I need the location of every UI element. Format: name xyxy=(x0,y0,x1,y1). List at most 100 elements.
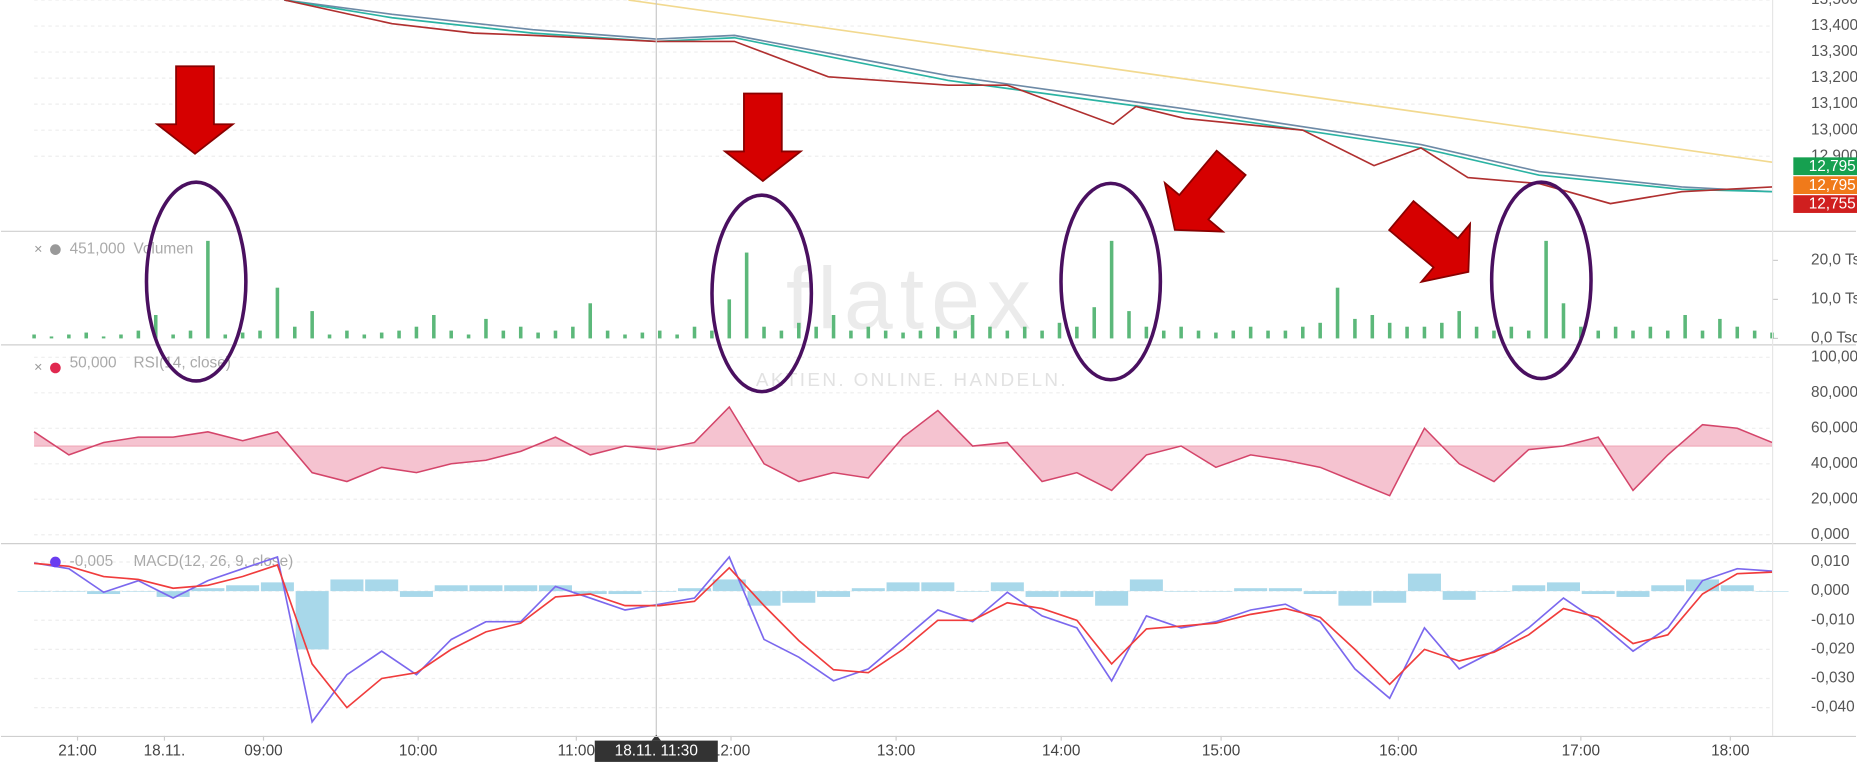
y-tick-label: 0,000 xyxy=(1811,582,1849,599)
series-line xyxy=(284,0,1773,193)
volume-bar xyxy=(1561,303,1566,339)
histogram-bar xyxy=(1686,579,1720,592)
price-marker xyxy=(1793,195,1857,213)
series-line xyxy=(34,562,1773,709)
volume-bar xyxy=(640,332,645,339)
volume-bar xyxy=(240,332,245,339)
volume-bar xyxy=(831,314,836,339)
y-tick-label: 80,000 xyxy=(1811,384,1857,401)
volume-bar xyxy=(1370,314,1375,339)
histogram-bar xyxy=(260,582,294,592)
volume-bar xyxy=(779,330,784,339)
histogram-bar xyxy=(226,585,260,592)
y-tick-label: 13,400 xyxy=(1811,17,1857,34)
watermark-logo: flatex xyxy=(786,249,1038,347)
volume-bar xyxy=(605,330,610,339)
red-arrow xyxy=(154,65,236,155)
volume-bar xyxy=(1040,330,1044,339)
histogram-bar xyxy=(1512,585,1546,592)
volume-bar xyxy=(1665,330,1670,339)
volume-bar xyxy=(1109,240,1114,339)
close-icon[interactable]: × xyxy=(34,360,42,376)
histogram-bar xyxy=(1199,591,1233,592)
volume-bar xyxy=(275,287,280,339)
volume-bar xyxy=(484,318,488,339)
volume-bar xyxy=(1596,330,1601,339)
histogram-bar xyxy=(1442,591,1476,600)
volume-bar xyxy=(1144,326,1149,339)
volume-bar xyxy=(588,303,593,339)
volume-bar xyxy=(1579,326,1583,339)
highlight-ellipse xyxy=(144,180,248,383)
volume-bar xyxy=(1318,322,1322,339)
volume-bar xyxy=(1631,330,1635,339)
volume-bar xyxy=(258,330,262,339)
histogram-bar xyxy=(1129,579,1163,592)
y-tick-label: 0,010 xyxy=(1811,553,1849,570)
volume-bar xyxy=(744,252,749,339)
volume-bar xyxy=(623,334,627,339)
volume-bar xyxy=(1283,330,1288,339)
histogram-bar xyxy=(1095,591,1129,606)
volume-bar xyxy=(449,330,453,339)
histogram-bar xyxy=(851,588,885,592)
volume-bar xyxy=(1266,330,1270,339)
volume-bar xyxy=(518,326,523,339)
price-marker-label: 12,795 xyxy=(1809,158,1856,175)
volume-bar xyxy=(432,314,436,339)
volume-bar xyxy=(206,240,210,339)
price-marker-label: 12,755 xyxy=(1809,196,1856,213)
indicator-name: RSI(14, close) xyxy=(133,354,230,371)
y-tick-label: 13,300 xyxy=(1811,43,1857,60)
histogram-bar xyxy=(573,591,607,595)
volume-bar xyxy=(727,299,732,339)
volume-bar xyxy=(1075,326,1079,339)
indicator-value: -0,005 xyxy=(70,553,114,570)
indicator-value: 451,000 xyxy=(70,241,126,258)
volume-bar xyxy=(675,334,679,339)
volume-bar xyxy=(988,326,992,339)
volume-bar xyxy=(883,330,888,339)
volume-bar xyxy=(327,334,332,339)
histogram-bar xyxy=(330,579,364,592)
histogram-bar xyxy=(17,591,51,592)
volume-bar xyxy=(397,330,401,339)
y-tick-label: -0,030 xyxy=(1811,670,1855,687)
volume-bar xyxy=(1179,326,1183,339)
close-icon[interactable]: × xyxy=(34,241,42,257)
volume-bar xyxy=(119,334,123,339)
panel-icons: × × xyxy=(34,241,61,568)
volume-bar xyxy=(101,336,106,339)
volume-bar xyxy=(936,326,940,339)
crosshair-label: 18.11. 11:30 xyxy=(615,742,698,759)
volume-bar xyxy=(1544,240,1548,339)
x-tick-label: 14:00 xyxy=(1042,742,1080,759)
x-tick-label: 11:00 xyxy=(558,742,595,759)
y-tick-label: -0,040 xyxy=(1811,699,1855,716)
y-tick-label: 20,0 Tsd xyxy=(1811,251,1857,268)
y-tick-label: 40,000 xyxy=(1811,455,1857,472)
x-tick-label: 17:00 xyxy=(1562,742,1600,759)
volume-bar xyxy=(501,330,506,339)
y-tick-label: 13,500 xyxy=(1811,0,1857,8)
histogram-bar xyxy=(782,591,816,603)
separators xyxy=(0,0,1857,738)
volume-bar xyxy=(1474,326,1479,339)
volume-bar xyxy=(414,326,419,339)
x-tick-label: 15:00 xyxy=(1202,742,1240,759)
histogram-bar xyxy=(1720,585,1754,592)
histogram-bar xyxy=(365,579,399,592)
x-tick-label: 13:00 xyxy=(877,742,915,759)
histogram-bar xyxy=(469,585,503,592)
volume-bar xyxy=(762,326,766,339)
volume-bar xyxy=(345,330,349,339)
histogram-bar xyxy=(1651,585,1685,592)
histogram-bar xyxy=(678,588,712,592)
histogram-bar xyxy=(1234,588,1268,592)
histogram-bar xyxy=(434,585,468,592)
x-tick-label: 09:00 xyxy=(244,742,282,759)
highlight-ellipse xyxy=(710,193,814,394)
volume-bar xyxy=(1231,330,1236,339)
histogram-bar xyxy=(191,588,225,592)
x-tick-label: 12:00 xyxy=(712,742,750,759)
